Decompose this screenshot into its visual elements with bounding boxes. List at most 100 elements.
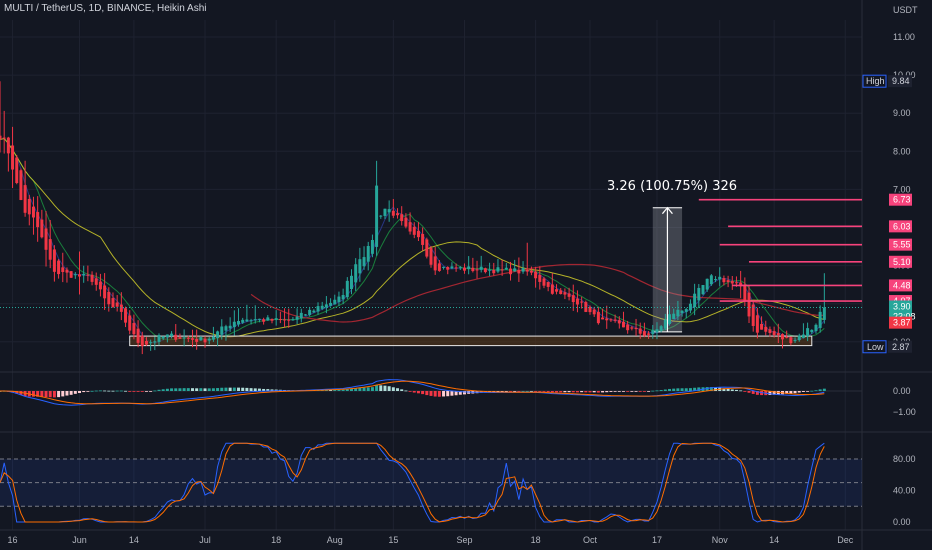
level-tag-value: 4.48 (893, 280, 911, 290)
macd-histogram-bar (672, 388, 676, 391)
macd-histogram-bar (379, 385, 383, 391)
level-tag-value: 5.55 (893, 240, 911, 250)
macd-histogram-bar (571, 391, 575, 393)
macd-histogram-bar (755, 391, 759, 395)
candle-body (814, 324, 818, 332)
level-tag-box (889, 193, 912, 206)
candle-body (425, 239, 429, 257)
macd-histogram-bar (115, 390, 119, 392)
time-axis-tick: 18 (531, 535, 541, 545)
candle-body (140, 335, 144, 347)
candle-body (270, 318, 274, 321)
macd-histogram-bar (517, 391, 521, 392)
macd-histogram-bar (550, 391, 554, 393)
macd-histogram-bar (190, 388, 194, 391)
candle-body (111, 298, 115, 307)
macd-histogram-bar (220, 387, 224, 391)
macd-histogram-bar (563, 391, 567, 393)
candle-body (345, 280, 349, 298)
candle-body (672, 313, 676, 320)
candle-body (124, 308, 128, 323)
candle-body (412, 226, 416, 235)
stoch-d-line (0, 442, 825, 523)
candle-body (262, 319, 266, 322)
ma-yellow-line (0, 137, 825, 338)
stoch-axis-tick: 40.00 (893, 485, 916, 495)
macd-histogram-bar (199, 388, 203, 391)
candle-body (810, 329, 814, 333)
macd-histogram-bar (366, 387, 370, 391)
price-axis-tick: 10.00 (893, 70, 916, 80)
candle-body (479, 266, 483, 270)
macd-histogram-bar (797, 391, 801, 393)
candle-body (341, 295, 345, 300)
macd-histogram-bar (57, 391, 61, 398)
macd-histogram-bar (31, 391, 35, 397)
macd-histogram-bar (806, 391, 810, 392)
candle-body (655, 329, 659, 333)
macd-histogram-bar (714, 387, 718, 391)
chart-title: MULTI / TetherUS, 1D, BINANCE, Heikin As… (4, 3, 207, 14)
macd-histogram-bar (697, 387, 701, 391)
ma-red-line (250, 263, 825, 323)
candle-body (739, 282, 743, 287)
macd-histogram-bar (391, 387, 395, 391)
candle-body (789, 337, 793, 344)
candle-body (27, 198, 31, 215)
level-tag-value: 6.03 (893, 221, 911, 231)
candle-body (178, 337, 182, 339)
candle-body (19, 170, 23, 200)
low-value-box (888, 340, 912, 353)
candle-body (362, 257, 366, 267)
macd-histogram-bar (705, 387, 709, 391)
candle-body (337, 296, 341, 303)
candle-body (822, 307, 826, 320)
macd-histogram-bar (350, 388, 353, 391)
macd-signal-line (0, 380, 825, 405)
macd-histogram-bar (73, 391, 77, 394)
candle-body (429, 248, 433, 265)
macd-histogram-bar (676, 388, 680, 391)
candle-body (776, 333, 780, 336)
candle-body (303, 314, 307, 316)
macd-histogram-bar (647, 391, 651, 392)
candle-body (149, 342, 153, 344)
candle-body (2, 137, 6, 139)
candle-body (383, 208, 387, 216)
candle-body (358, 259, 362, 274)
candle-body (492, 269, 496, 274)
macd-histogram-bar (793, 391, 797, 394)
candle-body (241, 319, 245, 323)
candle-body (693, 293, 697, 308)
macd-axis-tick: 0.00 (893, 386, 911, 396)
candle-body (504, 267, 508, 270)
measure-label: 3.26 (100.75%) 326 (607, 179, 738, 194)
candle-body (613, 319, 617, 321)
candle-body (408, 222, 412, 232)
candle-body (299, 312, 303, 319)
candle-body (400, 214, 404, 222)
candle-body (224, 326, 228, 331)
candle-body (538, 274, 542, 282)
candle-body (605, 318, 609, 321)
macd-histogram-bar (182, 388, 186, 391)
candle-body (718, 276, 722, 280)
macd-histogram-bar (818, 389, 822, 391)
candle-body (257, 318, 261, 320)
high-label: High (866, 76, 885, 86)
candle-body (467, 266, 471, 270)
candle-body (52, 249, 56, 272)
candle-body (291, 319, 295, 321)
candle-body (818, 311, 822, 328)
candle-body (454, 267, 458, 269)
candle-body (755, 315, 759, 333)
candle-body (743, 284, 747, 301)
price-axis-unit: USDT (893, 5, 918, 15)
macd-histogram-bar (119, 390, 123, 392)
candle-body (550, 284, 554, 294)
macd-histogram-bar (257, 388, 261, 391)
macd-histogram-bar (822, 388, 826, 391)
candle-body (722, 278, 726, 283)
candle-body (274, 318, 278, 320)
